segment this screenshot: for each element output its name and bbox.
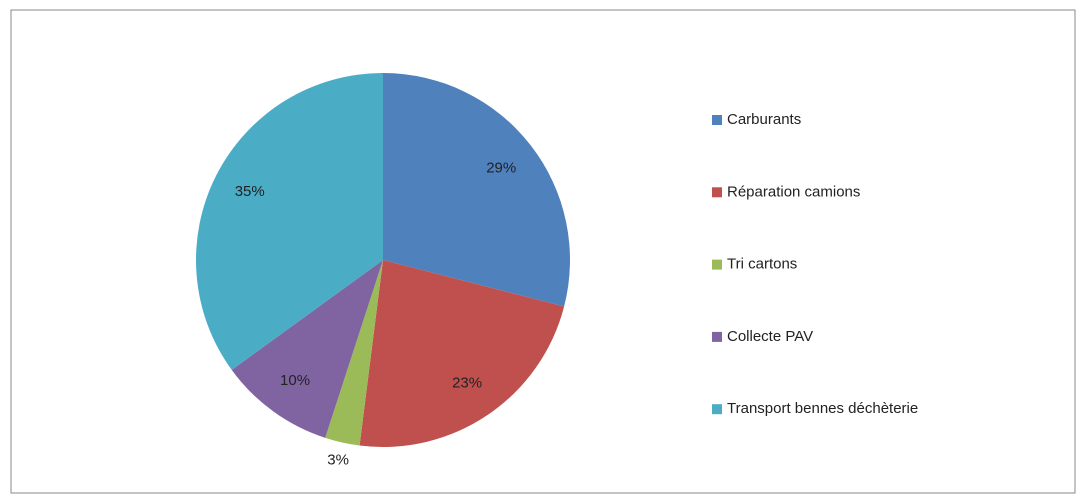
legend-label: Collecte PAV (727, 328, 813, 345)
legend-label: Réparation camions (727, 183, 860, 200)
legend-label: Transport bennes déchèterie (727, 400, 918, 417)
data-label: 29% (486, 159, 516, 176)
legend-swatch (712, 404, 722, 415)
data-label: 10% (280, 372, 310, 389)
legend-label: Carburants (727, 111, 801, 128)
legend-swatch (712, 331, 722, 342)
pie-slice (359, 260, 565, 447)
data-label: 3% (327, 452, 349, 469)
pie-slice (325, 260, 383, 446)
data-label: 23% (452, 375, 482, 392)
pie-slice (196, 72, 383, 370)
legend-swatch (712, 187, 722, 198)
pie-slice (383, 73, 571, 307)
data-label: 35% (235, 183, 265, 200)
legend-label: Tri cartons (727, 256, 797, 273)
legend-swatch (712, 259, 722, 270)
pie-slice (231, 260, 383, 438)
legend-swatch (712, 115, 722, 125)
